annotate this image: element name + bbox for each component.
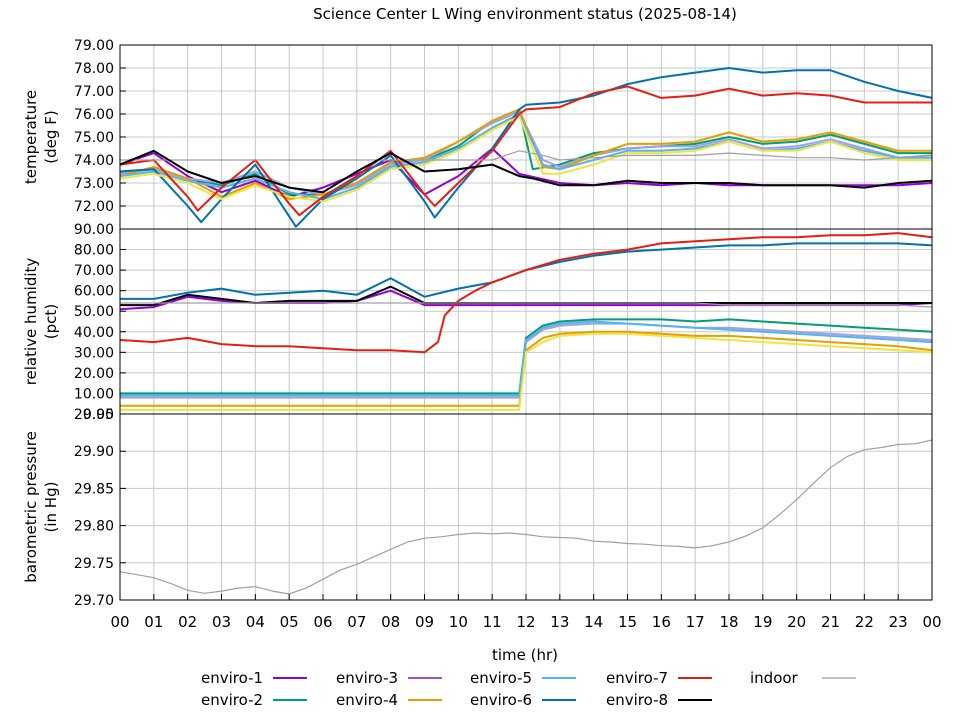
y-tick-label: 77.00 xyxy=(74,84,114,100)
x-tick-label: 12 xyxy=(516,613,535,631)
series-line-enviro-5 xyxy=(120,320,933,397)
legend: enviro-1 enviro-3 enviro-5 enviro-7 indoor en… xyxy=(201,669,856,709)
series-line-enviro-7 xyxy=(120,332,933,411)
x-tick-label: 06 xyxy=(313,613,332,631)
legend-label-enviro-4: enviro-4 xyxy=(336,691,398,709)
x-tick-label: 00 xyxy=(922,613,941,631)
y-tick-label: 40.00 xyxy=(74,325,114,341)
panel-humidity: 90.00 80.00 70.00 60.00 50.00 40.00 30.00 20.00… xyxy=(22,222,933,423)
x-tick-label: 16 xyxy=(652,613,671,631)
panel-pressure: 29.95 29.90 29.85 29.80 29.75 29.70 barometric… xyxy=(22,407,933,609)
legend-label-enviro-6: enviro-6 xyxy=(470,691,532,709)
legend-label-enviro-2: enviro-2 xyxy=(201,691,263,709)
chart-title: Science Center L Wing environment status… xyxy=(313,5,737,23)
legend-label-enviro-5: enviro-5 xyxy=(470,669,532,687)
x-tick-label: 20 xyxy=(787,613,806,631)
x-tick-label: 07 xyxy=(347,613,366,631)
y-axis-label: temperature xyxy=(22,90,40,184)
x-axis-label: time (hr) xyxy=(492,646,558,664)
x-tick-label: 19 xyxy=(753,613,772,631)
y-tick-label: 79.00 xyxy=(74,38,114,54)
x-tick-label: 09 xyxy=(415,613,434,631)
x-tick-label: 04 xyxy=(246,613,265,631)
series-line-enviro-8 xyxy=(119,85,932,217)
x-tick-label: 14 xyxy=(584,613,603,631)
series-line-enviro-5 xyxy=(119,113,932,201)
y-tick-label: 75.00 xyxy=(74,130,114,146)
y-tick-label: 20.00 xyxy=(74,366,114,382)
x-tick-label: 11 xyxy=(483,613,502,631)
legend-label-enviro-3: enviro-3 xyxy=(336,669,398,687)
x-tick-label: 17 xyxy=(686,613,705,631)
x-tick-label: 02 xyxy=(178,613,197,631)
series-line-enviro-6 xyxy=(119,67,933,228)
x-tick-label: 13 xyxy=(550,613,569,631)
y-tick-label: 80.00 xyxy=(74,243,114,259)
series-line-enviro-4 xyxy=(120,330,933,407)
y-tick-label: 50.00 xyxy=(74,304,114,320)
legend-label-enviro-1: enviro-1 xyxy=(201,669,263,687)
x-tick-label: 10 xyxy=(449,613,468,631)
y-axis-label: (in Hg) xyxy=(42,482,60,533)
series-line-indoor xyxy=(119,439,933,595)
y-tick-label: 29.90 xyxy=(74,444,114,460)
panel-temperature: 79.00 78.00 77.00 76.00 75.00 74.00 73.00 72.00… xyxy=(22,38,933,230)
y-tick-label: 0.00 xyxy=(83,407,114,423)
x-tick-label: 21 xyxy=(821,613,840,631)
y-tick-label: 29.85 xyxy=(74,481,114,497)
y-tick-label: 73.00 xyxy=(74,176,114,192)
y-tick-label: 76.00 xyxy=(74,107,114,123)
y-tick-label: 30.00 xyxy=(74,345,114,361)
x-tick-label: 05 xyxy=(280,613,299,631)
x-tick-label: 03 xyxy=(212,613,231,631)
y-axis-label: (pct) xyxy=(42,304,60,339)
series-line-indoor xyxy=(120,150,933,161)
series-line-indoor xyxy=(120,302,933,308)
y-tick-label: 72.00 xyxy=(74,199,114,215)
y-tick-label: 78.00 xyxy=(74,61,114,77)
legend-label-enviro-8: enviro-8 xyxy=(606,691,668,709)
x-tick-label: 23 xyxy=(889,613,908,631)
y-tick-label: 29.80 xyxy=(74,519,114,535)
y-tick-label: 29.75 xyxy=(74,556,114,572)
y-tick-label: 74.00 xyxy=(74,153,114,169)
series-line-enviro-2 xyxy=(120,318,933,395)
y-tick-label: 29.95 xyxy=(74,407,114,423)
y-tick-label: 60.00 xyxy=(74,284,114,300)
y-tick-label: 90.00 xyxy=(74,222,114,238)
y-axis-label: relative humidity xyxy=(22,258,40,386)
y-tick-label: 70.00 xyxy=(74,263,114,279)
series-line-enviro-8 xyxy=(119,232,933,354)
y-axis-label: (deg F) xyxy=(42,110,60,163)
legend-label-enviro-7: enviro-7 xyxy=(606,669,668,687)
x-tick-label: 15 xyxy=(618,613,637,631)
x-tick-label: 01 xyxy=(144,613,163,631)
x-tick-label: 00 xyxy=(110,613,129,631)
y-tick-label: 10.00 xyxy=(74,386,114,402)
x-tick-label: 18 xyxy=(719,613,738,631)
x-tick-label: 08 xyxy=(381,613,400,631)
y-tick-label: 29.70 xyxy=(74,593,114,609)
legend-label-indoor: indoor xyxy=(750,669,799,687)
y-axis-label: barometric pressure xyxy=(22,431,40,583)
series-line-enviro-8b xyxy=(119,149,933,194)
series-line-enviro-7 xyxy=(119,115,932,203)
x-tick-label: 22 xyxy=(855,613,874,631)
x-axis-ticks: 00 01 02 03 04 05 06 07 08 09 10 11 12 13 14 15 16 17 18 19… xyxy=(110,594,942,631)
